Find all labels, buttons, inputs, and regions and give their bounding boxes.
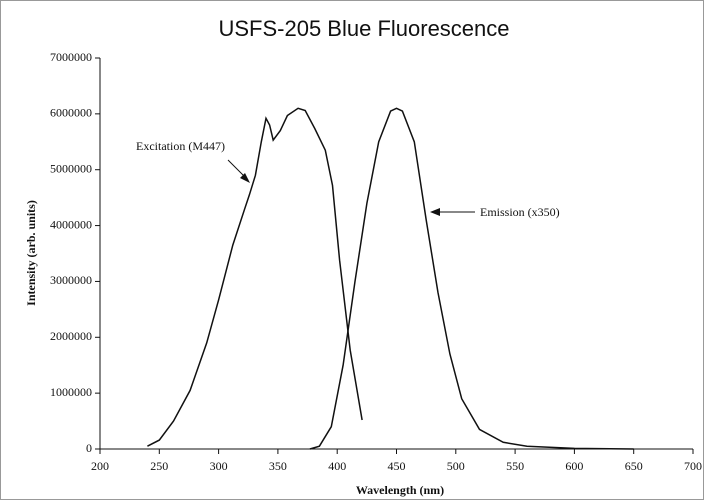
y-tick-label: 2000000 — [50, 329, 92, 343]
x-tick-label: 700 — [684, 459, 702, 473]
chart-title: USFS-205 Blue Fluorescence — [218, 16, 509, 41]
annotation-arrowhead — [430, 208, 440, 216]
x-tick-label: 500 — [447, 459, 465, 473]
y-tick-label: 1000000 — [50, 385, 92, 399]
x-tick-label: 300 — [210, 459, 228, 473]
x-tick-label: 250 — [150, 459, 168, 473]
x-tick-label: 650 — [625, 459, 643, 473]
y-tick-label: 7000000 — [50, 50, 92, 64]
x-tick-label: 200 — [91, 459, 109, 473]
line-series — [147, 107, 363, 447]
annotation: Excitation (M447) — [136, 139, 225, 153]
y-axis-label: Intensity (arb. units) — [24, 200, 38, 306]
y-tick-label: 4000000 — [50, 217, 92, 231]
x-tick-label: 450 — [388, 459, 406, 473]
annotation-arrowhead — [240, 173, 250, 183]
x-axis-label: Wavelength (nm) — [356, 483, 444, 497]
y-tick-label: 3000000 — [50, 273, 92, 287]
x-tick-label: 550 — [506, 459, 524, 473]
y-tick-label: 0 — [86, 441, 92, 455]
x-tick-label: 350 — [269, 459, 287, 473]
y-tick-label: 6000000 — [50, 106, 92, 120]
x-tick-label: 400 — [328, 459, 346, 473]
x-tick-label: 600 — [565, 459, 583, 473]
annotation: Emission (x350) — [480, 205, 560, 219]
line-series — [309, 107, 634, 450]
y-tick-label: 5000000 — [50, 161, 92, 175]
